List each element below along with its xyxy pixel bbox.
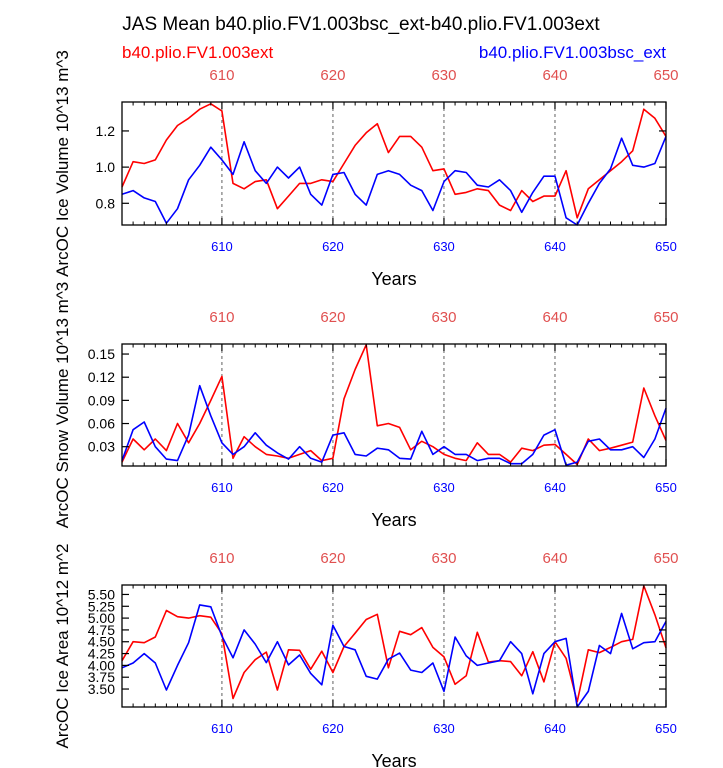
y-tick-label-0.09: 0.09 xyxy=(88,392,115,408)
chart-panel-2: 610 610 620 620 630 630 640 640 650 650 0.03 0.06 0.… xyxy=(53,282,679,530)
figure-title: JAS Mean b40.plio.FV1.003bsc_ext-b40.pli… xyxy=(122,14,600,35)
x-tick-label-top-610: 610 xyxy=(209,67,234,84)
y-tick-label-4.25: 4.25 xyxy=(88,646,115,662)
x-tick-label-620: 620 xyxy=(322,480,344,495)
x-tick-label-630: 630 xyxy=(433,721,455,736)
y-tick-label-0.03: 0.03 xyxy=(88,439,115,455)
y-tick-label-0.15: 0.15 xyxy=(88,346,115,362)
x-tick-label-top-620: 620 xyxy=(320,309,345,326)
x-tick-label-640: 640 xyxy=(544,239,566,254)
series-line-bsc-ext xyxy=(121,604,667,708)
y-tick-label-4.50: 4.50 xyxy=(88,634,115,650)
y-tick-label-1.2: 1.2 xyxy=(96,123,116,139)
x-tick-label-640: 640 xyxy=(544,480,566,495)
x-tick-label-610: 610 xyxy=(211,239,233,254)
series-line-ext xyxy=(121,103,667,219)
x-tick-label-top-650: 650 xyxy=(653,67,678,84)
x-tick-label-top-640: 640 xyxy=(542,550,567,567)
x-tick-label-640: 640 xyxy=(544,721,566,736)
plot-frame xyxy=(121,343,667,467)
x-tick-label-top-620: 620 xyxy=(320,550,345,567)
y-tick-label-5.25: 5.25 xyxy=(88,598,115,614)
x-tick-label-top-640: 640 xyxy=(542,67,567,84)
x-tick-label-top-620: 620 xyxy=(320,67,345,84)
x-tick-label-top-630: 630 xyxy=(431,67,456,84)
y-tick-label-0.8: 0.8 xyxy=(96,195,116,211)
x-tick-label-650: 650 xyxy=(655,239,677,254)
x-axis-title: Years xyxy=(371,510,416,530)
panels: 610 610 620 620 630 630 640 640 650 650 0.8 1.0 1.2 Y… xyxy=(53,50,679,768)
chart-panel-3: 6106106206206306306406406506503.503.754.… xyxy=(53,544,679,768)
series-line-bsc-ext xyxy=(121,136,667,226)
legend-label-bsc-ext: b40.plio.FV1.003bsc_ext xyxy=(479,43,666,62)
x-tick-label-630: 630 xyxy=(433,480,455,495)
x-axis-title: Years xyxy=(371,751,416,768)
y-axis-title: ArcOC Snow Volume 10^13 m^3 xyxy=(53,282,72,529)
x-tick-label-630: 630 xyxy=(433,239,455,254)
series-line-ext xyxy=(121,343,667,466)
x-tick-label-620: 620 xyxy=(322,721,344,736)
plot-frame xyxy=(121,101,667,226)
x-tick-label-610: 610 xyxy=(211,480,233,495)
x-tick-label-top-650: 650 xyxy=(653,309,678,326)
y-tick-label-3.50: 3.50 xyxy=(88,681,115,697)
y-axis-title: ArcOC Ice Area 10^12 m^2 xyxy=(53,544,72,749)
x-tick-label-top-630: 630 xyxy=(431,309,456,326)
series-line-bsc-ext xyxy=(121,384,667,467)
x-tick-label-620: 620 xyxy=(322,239,344,254)
y-tick-label-0.06: 0.06 xyxy=(88,416,115,432)
x-tick-label-top-630: 630 xyxy=(431,550,456,567)
x-tick-label-top-610: 610 xyxy=(209,309,234,326)
y-tick-label-5.50: 5.50 xyxy=(88,586,115,602)
plot-frame xyxy=(121,584,667,708)
y-tick-label-4.75: 4.75 xyxy=(88,622,115,638)
y-tick-label-3.75: 3.75 xyxy=(88,669,115,685)
y-tick-label-4.00: 4.00 xyxy=(88,657,115,673)
y-tick-label-5.00: 5.00 xyxy=(88,610,115,626)
y-axis-title: ArcOC Ice Volume 10^13 m^3 xyxy=(53,50,72,277)
y-tick-label-0.12: 0.12 xyxy=(88,369,115,385)
x-tick-label-top-640: 640 xyxy=(542,309,567,326)
x-tick-label-top-610: 610 xyxy=(209,550,234,567)
chart-panel-1: 610 610 620 620 630 630 640 640 650 650 0.8 1.0 1.2 Y… xyxy=(53,50,679,289)
x-tick-label-top-650: 650 xyxy=(653,550,678,567)
x-axis-title: Years xyxy=(371,269,416,289)
x-tick-label-610: 610 xyxy=(211,721,233,736)
legend-label-ext: b40.plio.FV1.003ext xyxy=(122,43,273,62)
x-tick-label-650: 650 xyxy=(655,721,677,736)
y-tick-label-1.0: 1.0 xyxy=(96,159,116,175)
x-tick-label-650: 650 xyxy=(655,480,677,495)
series-line-ext xyxy=(121,585,667,703)
